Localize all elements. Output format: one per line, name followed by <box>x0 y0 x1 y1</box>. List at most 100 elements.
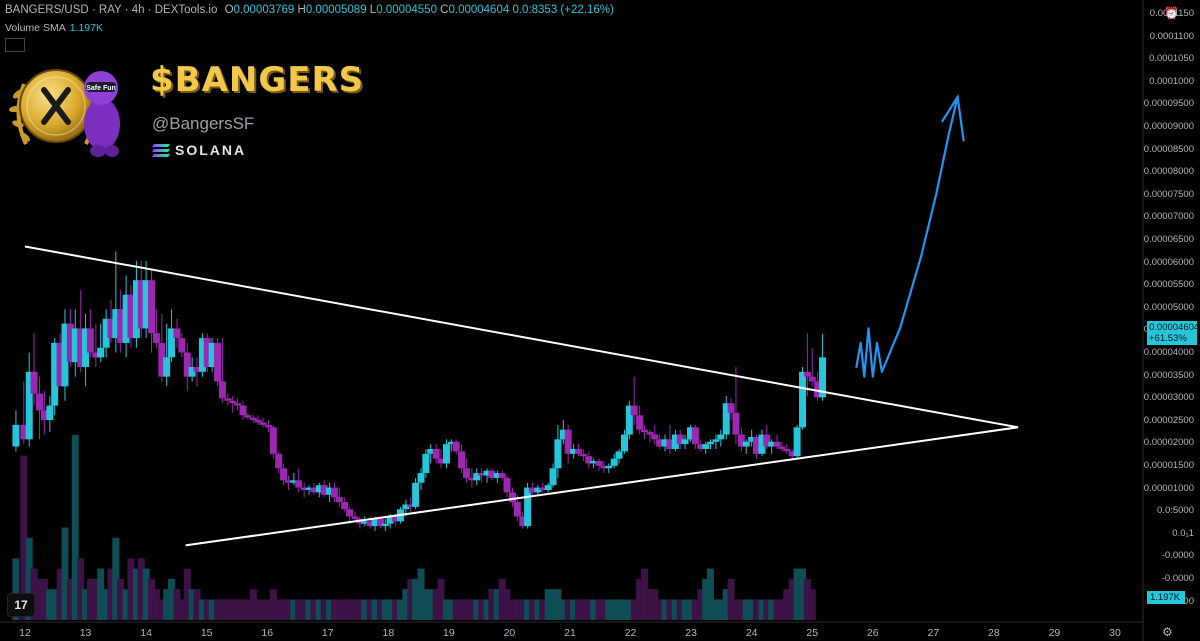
volume-bar <box>346 599 354 620</box>
candle-body <box>783 448 791 452</box>
candle-body <box>539 487 547 490</box>
badge-text: Safe Fun <box>86 85 116 92</box>
price-tick-label: 0.0₁1 <box>1172 527 1194 539</box>
candle-body <box>158 342 166 377</box>
volume-bar <box>671 599 679 620</box>
volume-bar <box>615 599 623 620</box>
price-tick-label: 0.00002500 <box>1143 414 1194 426</box>
volume-bar <box>493 589 501 620</box>
price-tick-label: 0.0001050 <box>1149 53 1194 65</box>
candle-body <box>758 434 766 454</box>
time-tick-label: 25 <box>806 627 819 639</box>
volume-bar <box>706 568 714 620</box>
x-logo-badge-icon: Safe Fun <box>9 69 120 157</box>
candle-body <box>127 294 135 339</box>
volume-bar <box>621 599 628 620</box>
volume-bar <box>661 599 669 620</box>
settings-icon[interactable]: ⚙ <box>1162 625 1173 639</box>
volume-bar <box>25 537 33 620</box>
change-value: 0.0:8353 (+22.16%) <box>512 4 614 16</box>
candle-body <box>148 280 156 334</box>
indicator-toggle[interactable] <box>5 38 25 52</box>
candle-body <box>656 439 664 447</box>
volume-sma-value: 1.197K <box>69 22 103 34</box>
volume-bar <box>315 599 323 620</box>
candle-body <box>36 393 44 411</box>
chart-header: BANGERS/USD · RAY · 4h · DEXTools.io O0.… <box>5 4 614 16</box>
volume-bar <box>564 599 572 620</box>
volume-bar <box>361 599 369 620</box>
candle-body <box>687 427 695 440</box>
candle-body <box>605 465 613 469</box>
candle-body <box>269 427 277 454</box>
volume-bar <box>722 589 730 620</box>
candle-body <box>142 280 150 329</box>
candle-body <box>753 436 761 454</box>
candle-body <box>234 403 242 406</box>
volume-bar <box>799 568 807 620</box>
candle-body <box>712 439 720 442</box>
volume-bar <box>793 568 801 620</box>
solana-label: SOLANA <box>175 142 247 158</box>
volume-bar <box>727 578 735 620</box>
volume-bar <box>742 599 750 620</box>
volume-bar <box>168 578 176 620</box>
candle-body <box>478 473 486 476</box>
volume-bar <box>427 589 435 620</box>
candle-body <box>590 461 598 464</box>
candle-body <box>427 448 435 454</box>
candle-body <box>651 434 659 440</box>
candle-body <box>519 516 527 527</box>
candle-body <box>570 448 578 454</box>
volume-bar <box>82 589 90 620</box>
candle-body <box>407 504 415 507</box>
candle-body <box>702 444 710 449</box>
volume-bar <box>163 589 171 620</box>
price-tick-label: 0.00006500 <box>1143 234 1194 245</box>
volume-bar <box>20 455 28 620</box>
volume-bar <box>646 589 654 620</box>
candle-body <box>77 328 85 368</box>
volume-bar <box>224 599 232 620</box>
candle-body <box>422 453 430 474</box>
candle-body <box>392 516 400 522</box>
candle-body <box>544 485 552 490</box>
solana-badge: SOLANA <box>152 142 247 158</box>
candle-body <box>290 480 298 483</box>
candle-body <box>621 434 628 452</box>
candle-body <box>528 487 536 493</box>
volume-bar <box>773 599 781 620</box>
candle-body <box>102 318 110 348</box>
volume-bar <box>36 578 44 620</box>
time-tick-label: 22 <box>624 627 637 639</box>
price-tick-label: 0.00007000 <box>1143 211 1194 223</box>
volume-bar <box>803 578 811 620</box>
candle-body <box>488 470 496 478</box>
candle-body <box>300 487 308 490</box>
volume-bar <box>788 578 796 620</box>
candle-body <box>30 371 38 394</box>
volume-bar <box>768 599 776 620</box>
candle-body <box>742 441 750 447</box>
volume-sma-legend[interactable]: Volume SMA 1.197K <box>5 22 103 34</box>
open-value: 0.00003769 <box>233 4 295 16</box>
volume-bar <box>56 568 64 620</box>
candle-body <box>630 405 638 416</box>
volume-bar <box>559 599 567 620</box>
candle-body <box>579 453 587 457</box>
volume-bar <box>508 599 516 620</box>
volume-bar <box>218 599 226 620</box>
candle-body <box>447 441 455 445</box>
candle-body <box>432 448 440 459</box>
volume-bar <box>712 599 720 620</box>
tradingview-logo-icon[interactable]: 17 <box>7 593 35 617</box>
alert-icon[interactable]: ⏰ <box>1164 6 1179 20</box>
candle-body <box>82 328 90 368</box>
price-tick-label: 0.00009500 <box>1143 98 1194 110</box>
candle-body <box>66 323 74 363</box>
volume-bar <box>173 589 181 620</box>
volume-bar <box>610 599 618 620</box>
time-tick-label: 19 <box>443 627 455 639</box>
price-tick-label: 0.0001000 <box>1149 75 1194 87</box>
